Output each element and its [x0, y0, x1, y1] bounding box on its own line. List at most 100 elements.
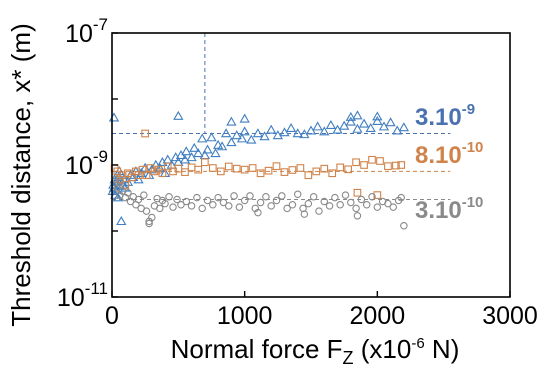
circle-point: [300, 210, 309, 218]
circle-point: [142, 207, 151, 215]
triangle-point: [226, 137, 237, 147]
circle-point: [156, 204, 164, 213]
circle-point: [347, 198, 355, 207]
triangle-point: [279, 127, 290, 137]
reference-line-labels: 3.10-9 8.10-10 3.10-10: [415, 101, 483, 224]
circle-point: [304, 199, 313, 208]
triangle-point: [266, 124, 277, 134]
y-axis-label: Threshold distance, x* (m): [6, 23, 36, 326]
triangle-point: [133, 174, 144, 184]
square-point: [328, 169, 337, 178]
circle-point: [182, 197, 191, 206]
square-point: [118, 171, 127, 180]
triangle-point: [352, 123, 363, 133]
square-point: [163, 162, 172, 171]
square-point: [368, 155, 376, 164]
triangle-point: [220, 128, 232, 138]
triangle-point: [202, 144, 213, 154]
square-point: [224, 162, 233, 171]
circle-point: [357, 195, 366, 204]
circle-point: [209, 200, 217, 209]
circle-point: [315, 207, 323, 215]
triangle-point: [108, 112, 120, 122]
triangle-point: [372, 111, 383, 121]
y-tick-label: 10-11: [57, 279, 108, 312]
square-point: [344, 165, 352, 174]
triangle-point: [365, 122, 376, 132]
circle-point: [397, 193, 405, 202]
square-point: [288, 166, 297, 174]
x-tick-label: 1000: [217, 302, 273, 330]
triangle-point: [189, 142, 200, 152]
reference-label-triangles: 3.10-9: [415, 101, 475, 131]
square-point: [158, 169, 167, 178]
circle-point: [193, 193, 201, 202]
square-point: [272, 162, 281, 171]
square-point: [232, 164, 241, 173]
triangle-point: [112, 192, 124, 202]
triangle-point: [398, 122, 410, 132]
circle-point: [309, 193, 318, 201]
triangle-point: [181, 146, 192, 156]
square-point: [360, 161, 368, 169]
data-points-layer: [107, 110, 410, 230]
circle-point: [400, 222, 408, 230]
square-point: [124, 169, 132, 178]
circle-point: [134, 195, 143, 204]
triangle-point: [239, 113, 250, 123]
square-point: [352, 158, 360, 167]
circle-point: [373, 203, 382, 211]
circle-point: [198, 204, 206, 213]
square-point: [392, 161, 400, 170]
triangle-point: [179, 154, 191, 164]
triangle-point: [285, 122, 297, 132]
square-point: [194, 165, 203, 174]
circle-point: [118, 187, 127, 196]
circle-point: [224, 202, 233, 210]
reference-label-circles: 3.10-10: [415, 194, 483, 224]
triangle-point: [358, 118, 370, 128]
square-point: [169, 167, 177, 176]
triangle-point: [345, 111, 356, 121]
circle-point: [230, 192, 238, 200]
circle-point: [140, 191, 148, 199]
square-point: [134, 171, 143, 180]
circle-point: [116, 178, 124, 186]
circle-point: [353, 212, 362, 220]
circle-point: [240, 196, 249, 205]
triangle-point: [252, 128, 264, 138]
y-tick-label: 10-7: [65, 15, 108, 48]
y-tick-label: 10-9: [65, 147, 108, 180]
square-point: [373, 191, 382, 199]
circle-point: [187, 202, 196, 210]
circle-point: [219, 198, 228, 207]
circle-point: [235, 203, 244, 211]
square-point: [280, 168, 289, 176]
circle-point: [336, 200, 344, 209]
circle-point: [124, 188, 132, 197]
circle-point: [352, 204, 360, 213]
square-point: [384, 162, 392, 171]
triangle-point: [226, 116, 237, 126]
circle-point: [254, 208, 262, 217]
triangle-point: [173, 110, 184, 120]
triangle-point: [259, 131, 270, 141]
circle-point: [267, 202, 275, 210]
square-point: [138, 165, 147, 174]
circle-point: [169, 203, 177, 211]
circle-point: [278, 192, 286, 200]
triangle-point: [312, 121, 323, 131]
triangle-point: [116, 216, 127, 226]
circle-point: [148, 213, 156, 222]
triangle-point: [272, 130, 283, 140]
x-tick-label: 3000: [482, 302, 538, 330]
circle-point: [288, 200, 297, 209]
triangle-point: [231, 130, 242, 140]
triangle-point: [197, 133, 208, 143]
circle-point: [145, 219, 153, 228]
circle-point: [320, 197, 329, 206]
square-point: [264, 166, 273, 175]
square-point: [376, 157, 384, 165]
triangle-point: [352, 110, 363, 120]
